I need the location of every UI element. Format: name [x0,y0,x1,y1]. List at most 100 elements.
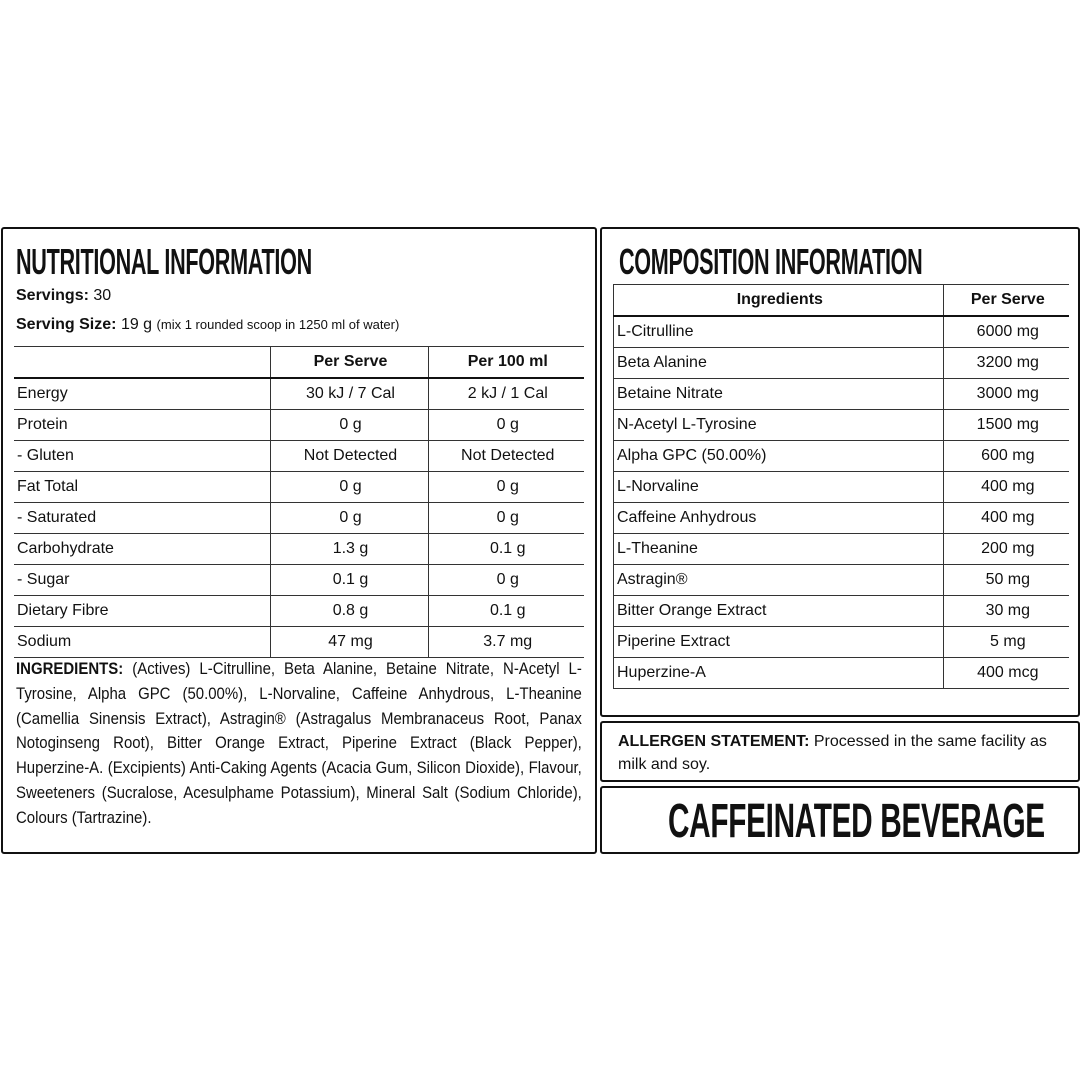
table-cell: N-Acetyl L-Tyrosine [613,409,944,441]
table-cell: - Gluten [14,440,270,472]
allergen-panel: ALLERGEN STATEMENT: Processed in the sam… [600,721,1080,782]
table-row: Astragin® 50 mg [613,564,1069,596]
table-cell: Dietary Fibre [14,595,270,627]
table-cell: L-Norvaline [613,471,944,503]
table-row: Huperzine-A 400 mcg [613,657,1069,689]
table-row: Betaine Nitrate 3000 mg [613,378,1069,410]
servings: Servings: 30 [16,287,111,305]
table-row: N-Acetyl L-Tyrosine 1500 mg [613,409,1069,441]
table-cell: Carbohydrate [14,533,270,565]
table-cell: 0.1 g [427,533,584,565]
table-cell: 47 mg [269,626,428,658]
table-row: L-Norvaline 400 mg [613,471,1069,503]
table-cell: 0 g [269,471,428,503]
table-cell: L-Theanine [613,533,944,565]
table-row: Piperine Extract 5 mg [613,626,1069,658]
table-cell: Fat Total [14,471,270,503]
banner-panel: CAFFEINATED BEVERAGE [600,786,1080,854]
table-cell: 2 kJ / 1 Cal [427,378,584,410]
table-row: Sodium 47 mg 3.7 mg [14,626,584,658]
allergen-label: ALLERGEN STATEMENT: [618,733,810,750]
servings-label: Servings: [16,287,89,304]
table-cell: 400 mg [942,502,1069,534]
table-cell: 0.1 g [427,595,584,627]
table-cell: 50 mg [942,564,1069,596]
table-cell: 3200 mg [942,347,1069,379]
table-cell: 6000 mg [942,316,1069,348]
header-cell [14,346,270,379]
table-cell: Sodium [14,626,270,658]
header-cell: Per Serve [269,346,428,379]
serving-size-label: Serving Size: [16,316,117,333]
table-cell: Protein [14,409,270,441]
header-row: Per Serve Per 100 ml [14,346,584,379]
table-cell: 400 mcg [942,657,1069,689]
table-row: Dietary Fibre 0.8 g 0.1 g [14,595,584,627]
table-cell: 0 g [269,409,428,441]
table-cell: Piperine Extract [613,626,944,658]
table-cell: Astragin® [613,564,944,596]
serving-size-value: 19 g [120,316,153,333]
table-cell: 0 g [427,564,584,596]
table-cell: Energy [14,378,270,410]
table-cell: 0 g [427,409,584,441]
allergen: ALLERGEN STATEMENT: Processed in the sam… [618,730,1066,776]
table-cell: 0.1 g [269,564,428,596]
servings-value: 30 [93,287,112,304]
nutrition-title: NUTRITIONAL INFORMATION [16,241,312,282]
serving-size: Serving Size: 19 g (mix 1 rounded scoop … [16,316,399,334]
header-cell: Ingredients [613,284,944,317]
allergen-text: Processed in the same facility as milk a… [618,733,1047,773]
table-cell: L-Citrulline [613,316,944,348]
table-cell: 0 g [427,502,584,534]
table-cell: Betaine Nitrate [613,378,944,410]
table-cell: 400 mg [942,471,1069,503]
table-cell: 0.8 g [269,595,428,627]
banner: CAFFEINATED BEVERAGE [668,795,1045,848]
table-cell: 0 g [427,471,584,503]
header-cell: Per Serve [942,284,1069,317]
header-cell: Per 100 ml [427,346,584,379]
table-cell: Huperzine-A [613,657,944,689]
table-cell: 5 mg [942,626,1069,658]
table-cell: 30 kJ / 7 Cal [269,378,428,410]
table-row: Energy 30 kJ / 7 Cal 2 kJ / 1 Cal [14,378,584,410]
table-cell: Caffeine Anhydrous [613,502,944,534]
table-cell: Not Detected [427,440,584,472]
table-row: L-Theanine 200 mg [613,533,1069,565]
table-cell: 0 g [269,502,428,534]
serving-size-note: (mix 1 rounded scoop in 1250 ml of water… [156,317,400,332]
table-cell: 1.3 g [269,533,428,565]
nutrition-table: Per Serve Per 100 ml Energy 30 kJ / 7 Cal 2 … [14,346,584,658]
table-row: Carbohydrate 1.3 g 0.1 g [14,533,584,565]
nutrition-panel: NUTRITIONAL INFORMATION Servings: 30 Ser… [1,227,597,854]
ingredients-label: INGREDIENTS: [16,659,124,678]
table-cell: 3000 mg [942,378,1069,410]
ingredients-text: (Actives) L-Citrulline, Beta Alanine, Be… [16,659,582,827]
composition-panel: COMPOSITION INFORMATION Ingredients Per S… [600,227,1080,717]
table-cell: - Sugar [14,564,270,596]
table-cell: 600 mg [942,440,1069,472]
table-cell: Not Detected [269,440,428,472]
composition-title: COMPOSITION INFORMATION [619,241,923,282]
table-cell: - Saturated [14,502,270,534]
table-row: - Gluten Not Detected Not Detected [14,440,584,472]
ingredients: INGREDIENTS: (Actives) L-Citrulline, Bet… [16,657,582,831]
table-row: Caffeine Anhydrous 400 mg [613,502,1069,534]
table-cell: Beta Alanine [613,347,944,379]
table-cell: 200 mg [942,533,1069,565]
header-row: Ingredients Per Serve [613,284,1069,317]
table-cell: 1500 mg [942,409,1069,441]
composition-table: Ingredients Per Serve L-Citrulline 6000 mg B… [613,284,1069,689]
table-cell: 30 mg [942,595,1069,627]
table-row: L-Citrulline 6000 mg [613,316,1069,348]
table-row: Bitter Orange Extract 30 mg [613,595,1069,627]
table-cell: Alpha GPC (50.00%) [613,440,944,472]
table-cell: Bitter Orange Extract [613,595,944,627]
table-row: Beta Alanine 3200 mg [613,347,1069,379]
table-cell: 3.7 mg [427,626,584,658]
